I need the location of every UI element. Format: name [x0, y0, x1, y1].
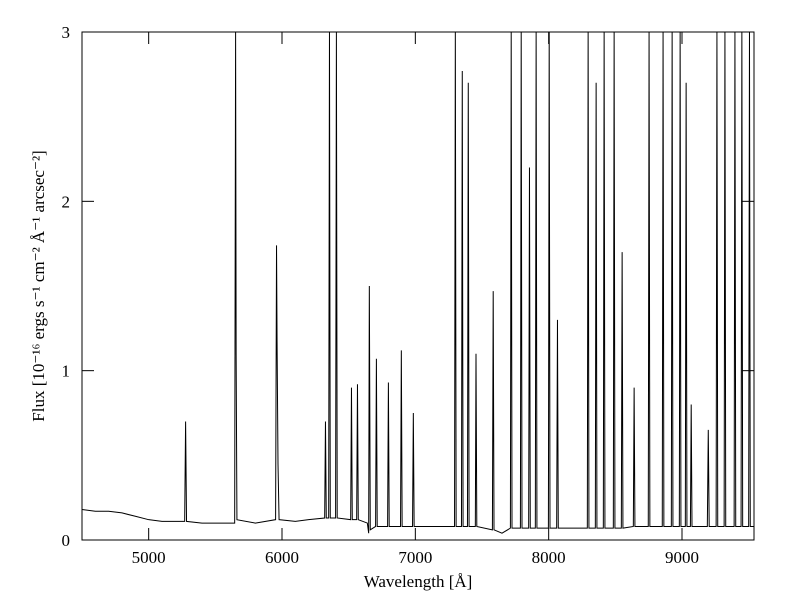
spectrum-line: [81, 31, 754, 534]
y-tick-label: 0: [62, 531, 71, 550]
plot-frame: [81, 31, 755, 541]
x-tick-label: 7000: [398, 548, 432, 567]
x-tick-label: 8000: [532, 548, 566, 567]
y-axis-label: Flux [10⁻¹⁶ ergs s⁻¹ cm⁻² Å⁻¹ arcsec⁻²]: [29, 150, 48, 421]
x-tick-label: 5000: [132, 548, 166, 567]
x-tick-label: 9000: [665, 548, 699, 567]
y-tick-label: 2: [62, 192, 71, 211]
x-axis-label: Wavelength [Å]: [364, 572, 473, 591]
y-tick-label: 3: [62, 23, 71, 42]
y-tick-label: 1: [62, 362, 71, 381]
x-tick-label: 6000: [265, 548, 299, 567]
